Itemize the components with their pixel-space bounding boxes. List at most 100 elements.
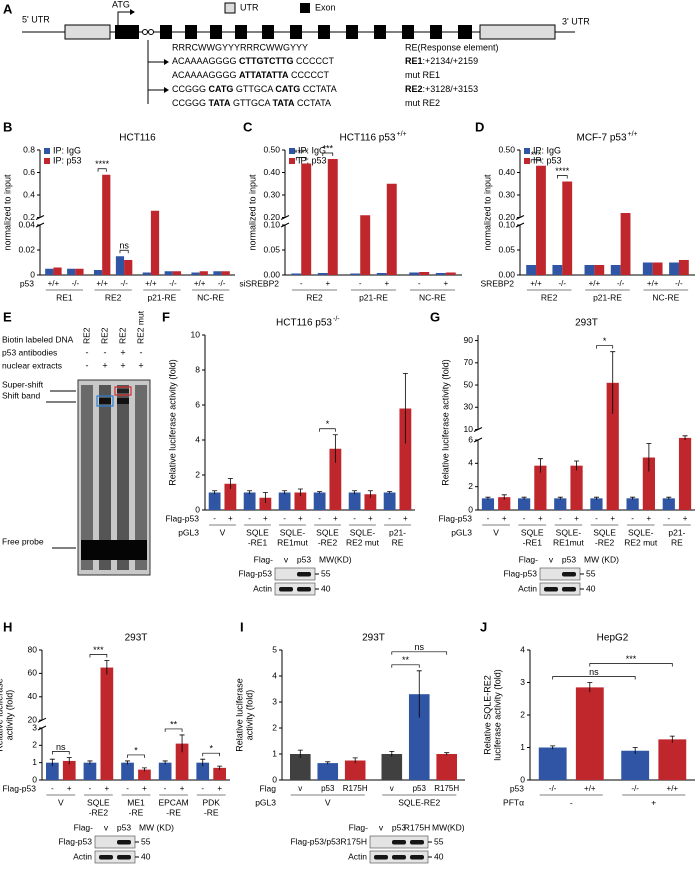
bar (435, 273, 446, 275)
group-label: SQLE (316, 527, 339, 537)
x-tick-label: - (201, 784, 204, 793)
blot-row-label: Flag-p53 (503, 568, 537, 578)
re-site (142, 29, 148, 35)
legend-label: IP: p53 (533, 155, 562, 165)
y-tick-label: 0 (520, 774, 525, 784)
significance-bracket (319, 428, 336, 432)
bar (150, 210, 160, 275)
significance-bracket (51, 751, 70, 755)
error-bar (669, 735, 675, 743)
error-bar (574, 460, 580, 471)
group-label: NC-RE (197, 292, 224, 302)
y-tick-label: 6 (468, 434, 473, 444)
blot-band (297, 587, 311, 592)
blot-row-label: Actin (348, 851, 367, 861)
y-tick-label: 0.40 (263, 167, 280, 177)
sequence: CCGGG CATG GTTGCA CATG CCTATA (172, 84, 337, 94)
x-tick-label: + (683, 514, 688, 523)
blot-mw: 55 (141, 836, 151, 846)
group-label: V (325, 797, 331, 807)
sequence-part: CATG (209, 84, 234, 94)
blot-lane: p53 (392, 822, 406, 832)
bar (445, 272, 456, 275)
bar (570, 465, 583, 510)
significance-label: *** (626, 654, 637, 664)
chart-title: MCF-7 p53 (576, 133, 626, 144)
sequence-label: mut RE2 (405, 98, 440, 108)
row-label: pGL3 (451, 527, 472, 537)
y-tick-label: 0.20 (263, 212, 280, 222)
bar (221, 271, 230, 275)
y-tick-label: 0.20 (498, 212, 515, 222)
bar (348, 492, 361, 510)
utr5-label: 5' UTR (22, 14, 50, 24)
bar (594, 265, 605, 275)
blot-mw: 55 (586, 568, 596, 578)
utr3-box (479, 24, 556, 40)
x-tick-label: - (248, 514, 251, 523)
panel-letter: G (430, 309, 440, 324)
x-tick-label: + (217, 784, 222, 793)
blot-lane: p53 (297, 554, 311, 564)
bar (678, 437, 692, 510)
sequence-part: CCCCCT (294, 56, 335, 66)
bar (45, 762, 59, 780)
group-label: SQLE- (628, 527, 654, 537)
panel-letter: H (3, 619, 12, 634)
significance-bracket (127, 754, 145, 758)
band-label: Free probe (2, 536, 44, 546)
x-tick-label: + (333, 514, 338, 523)
x-tick-label: -/- (559, 279, 567, 288)
y-tick-label: 3 (32, 722, 37, 732)
y-tick-label: 6 (195, 399, 200, 409)
bar (290, 754, 311, 780)
significance-label: ** (170, 719, 178, 729)
y-tick-label: 4 (520, 644, 525, 654)
error-bar (387, 491, 393, 494)
x-tick-label: + (647, 514, 652, 523)
y-tick-label: 0.10 (263, 219, 280, 229)
chart-title: HCT116 p53 (340, 133, 396, 144)
bar (678, 260, 689, 275)
bar (53, 267, 62, 275)
panel-letter: E (3, 309, 12, 324)
legend-swatch (44, 148, 50, 154)
sequence-part: CCGGG (172, 98, 209, 108)
significance-label: * (134, 745, 138, 755)
blot-row-label: Flag-p53/p53R175H (290, 836, 367, 846)
x-tick-label: +/+ (667, 784, 679, 793)
significance-label: ns (414, 642, 424, 652)
legend-label: IP: p53 (53, 155, 82, 165)
y-tick-label: 0 (195, 504, 200, 514)
shift-box (96, 395, 114, 407)
blot-band (117, 840, 131, 845)
y-tick-label: 0.30 (498, 189, 515, 199)
blot-lane: v (284, 554, 289, 564)
bar (575, 687, 604, 780)
atg-arrow (117, 11, 132, 25)
blot-band (392, 840, 406, 845)
error-bar (179, 734, 185, 753)
sequence-label: RE1:+2134/+2159 (405, 56, 478, 66)
row-label: pGL3 (255, 797, 276, 807)
y-axis-label: Relative luciferase (234, 678, 244, 752)
blot-lane: p53 (117, 822, 131, 832)
x-tick-label: + (502, 514, 507, 523)
blot-band (410, 855, 424, 860)
bar (301, 163, 312, 275)
x-tick-label: - (631, 514, 634, 523)
y-tick-label: 2 (272, 722, 277, 732)
x-tick-label: + (105, 784, 110, 793)
bar (115, 256, 125, 275)
blot-mw: 40 (141, 851, 151, 861)
x-tick-label: - (523, 514, 526, 523)
bar (213, 271, 222, 275)
bar (526, 265, 537, 275)
lane-sign: + (138, 360, 143, 370)
legend-swatch (44, 158, 50, 164)
group-label: -RE (166, 807, 181, 817)
y-tick-label: 2 (520, 709, 525, 719)
error-bar (367, 490, 373, 498)
significance-bracket (97, 168, 107, 172)
y-tick-label: 0 (468, 504, 473, 514)
